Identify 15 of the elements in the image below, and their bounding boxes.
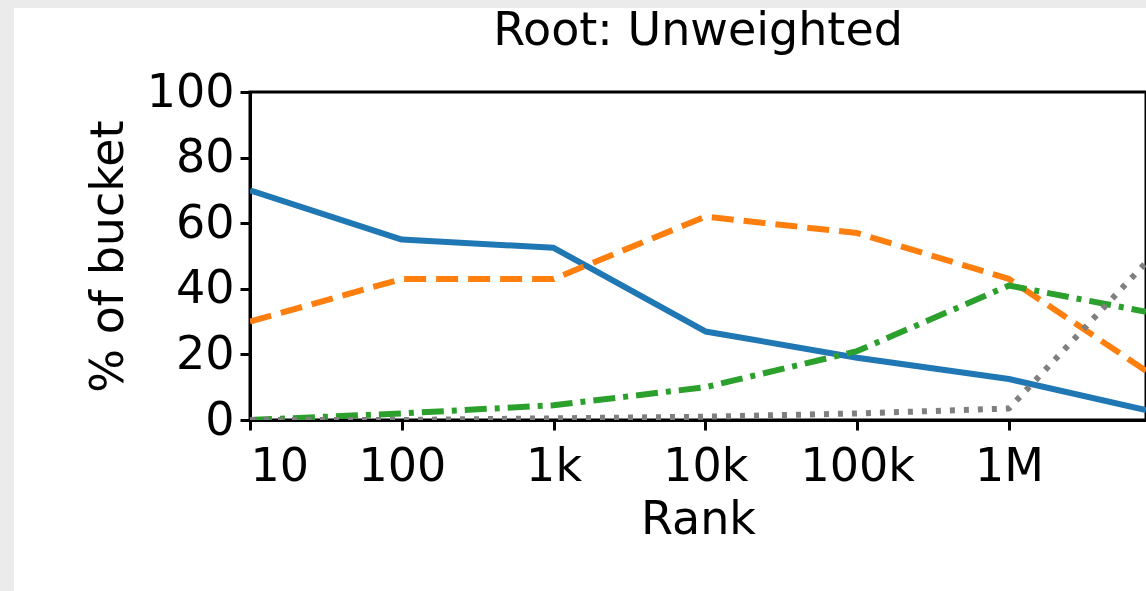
y-tick-label: 80 — [175, 129, 235, 184]
y-axis-title: % of bucket — [79, 120, 134, 393]
y-tick-label: 40 — [175, 260, 235, 315]
y-tick-label: 0 — [205, 391, 235, 446]
x-axis-title: Rank — [641, 490, 757, 545]
x-tick-label: 1M — [974, 437, 1044, 492]
x-tick-label: 10 — [250, 437, 310, 492]
y-tick-label: 60 — [175, 194, 235, 249]
x-tick-label: 10k — [663, 437, 749, 492]
y-tick-label: 100 — [146, 63, 235, 118]
x-tick-label: 100k — [800, 437, 916, 492]
x-tick-label: 1k — [526, 437, 583, 492]
y-tick-label: 20 — [175, 325, 235, 380]
x-tick-label: 100 — [358, 437, 447, 492]
chart-title: Root: Unweighted — [493, 2, 903, 56]
